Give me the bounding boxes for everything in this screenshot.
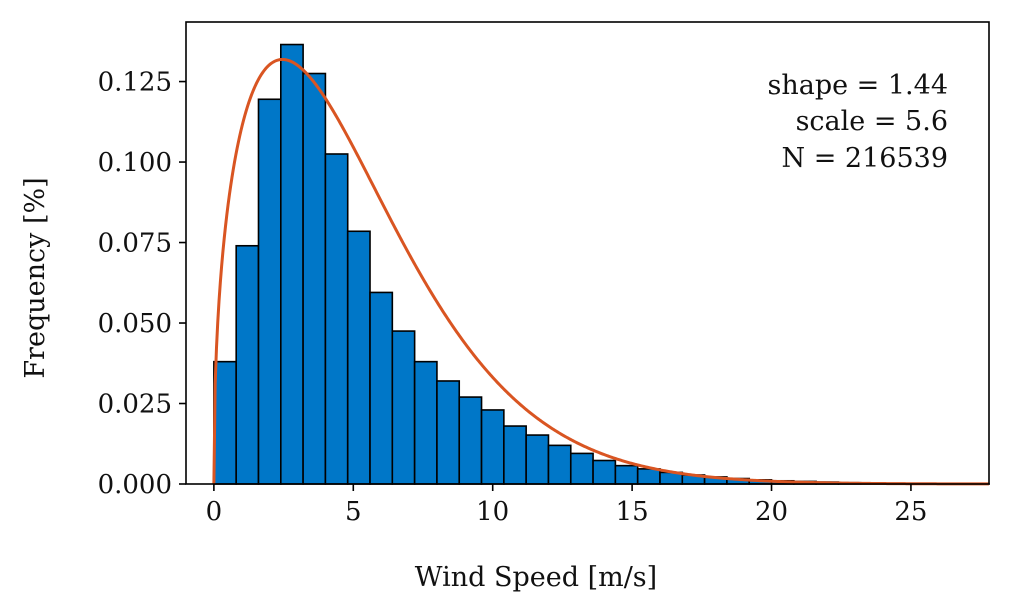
x-tick-label: 10 — [476, 497, 509, 527]
y-tick-label: 0.000 — [98, 470, 172, 500]
annotation-count: N = 216539 — [782, 143, 948, 174]
histogram-bar — [458, 396, 483, 485]
histogram-bar — [413, 360, 438, 485]
y-tick-label: 0.125 — [98, 68, 172, 98]
y-tick-label: 0.075 — [98, 229, 172, 259]
histogram-bar — [302, 72, 327, 485]
x-axis: 0 5 10 15 20 25 — [206, 484, 927, 527]
x-axis-title: Wind Speed [m/s] — [415, 562, 657, 593]
y-axis-title: Frequency [%] — [20, 177, 51, 378]
histogram-bar — [346, 230, 371, 485]
y-tick-label: 0.100 — [98, 148, 172, 178]
y-tick-label: 0.025 — [98, 390, 172, 420]
histogram-bar — [235, 244, 260, 485]
x-tick-label: 25 — [894, 497, 927, 527]
x-tick-label: 0 — [206, 497, 223, 527]
fit-parameters-annotation: shape = 1.44 scale = 5.6 N = 216539 — [767, 70, 948, 174]
histogram-bar — [257, 98, 282, 485]
x-tick-label: 20 — [755, 497, 788, 527]
histogram-bar — [592, 459, 617, 485]
histogram-bar — [614, 464, 639, 485]
plot-frame — [185, 21, 990, 485]
histogram-bar — [436, 380, 461, 485]
histogram-bar — [503, 425, 527, 485]
y-axis: 0.000 0.025 0.050 0.075 0.100 0.125 — [98, 68, 186, 500]
y-tick-label: 0.050 — [98, 309, 172, 339]
histogram-bar — [279, 43, 304, 485]
histogram-bar — [391, 330, 416, 485]
annotation-scale: scale = 5.6 — [796, 106, 948, 137]
histogram-bar — [547, 444, 572, 485]
histogram-bar — [369, 291, 394, 485]
histogram-bar — [213, 360, 237, 485]
histogram-bars — [213, 43, 990, 485]
annotation-shape: shape = 1.44 — [767, 70, 948, 101]
x-tick-label: 15 — [616, 497, 649, 527]
x-tick-label: 5 — [345, 497, 362, 527]
histogram-bar — [324, 153, 349, 485]
histogram-bar — [480, 409, 505, 485]
histogram-bar — [636, 468, 661, 485]
histogram-bar — [525, 434, 550, 485]
histogram-bar — [569, 452, 594, 485]
